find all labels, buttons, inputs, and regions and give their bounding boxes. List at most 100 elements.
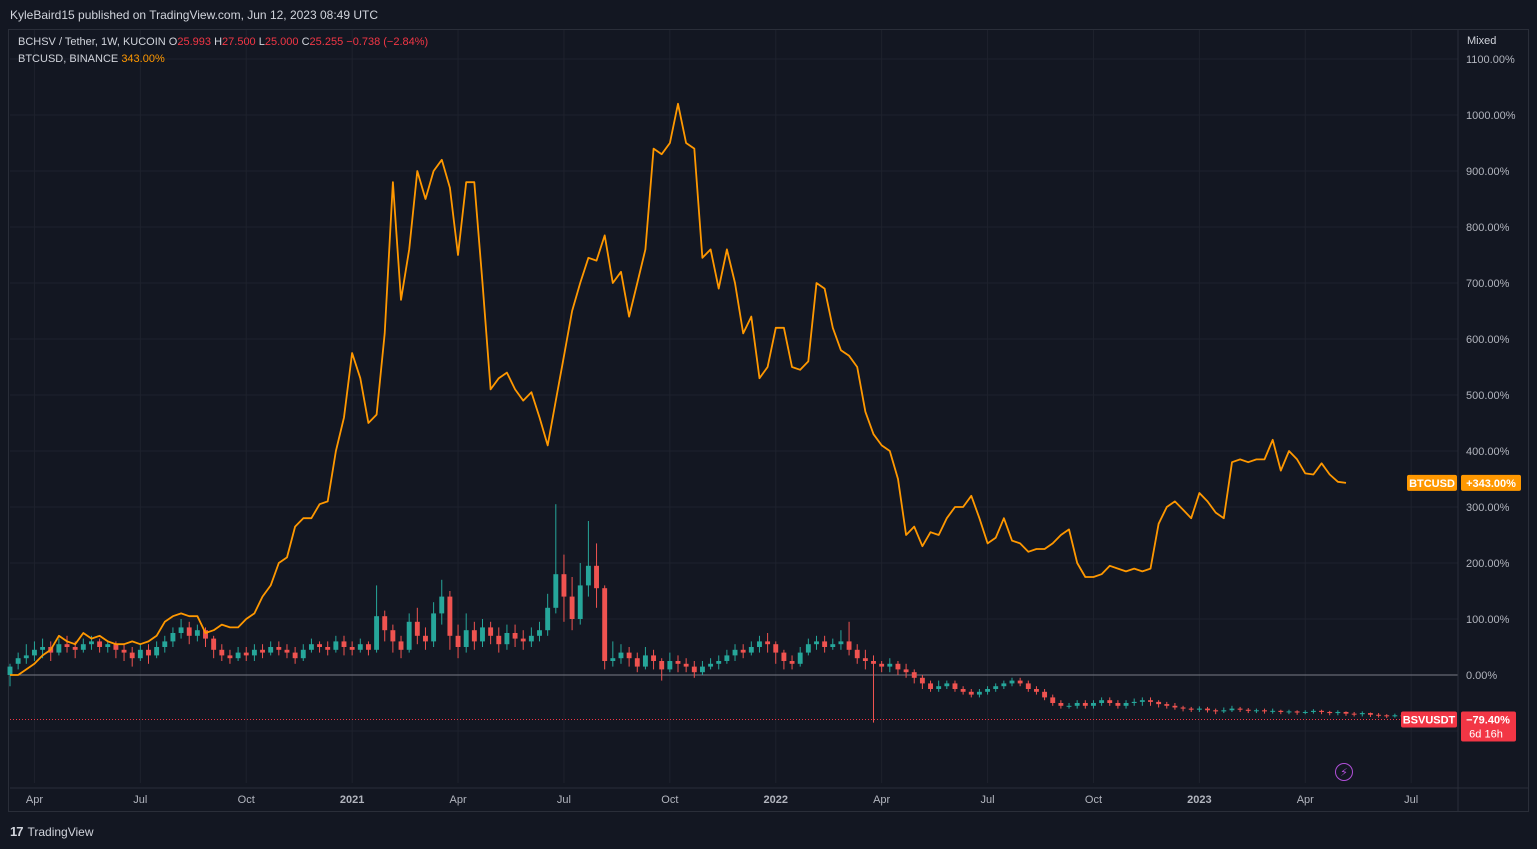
y-tick-label: 800.00% [1466,222,1510,234]
btc-symbol-badge-text: BTCUSD [1409,478,1455,490]
footer-brand[interactable]: 17 TradingView [10,824,94,839]
x-tick-label: Oct [661,794,678,806]
chart-frame[interactable] [8,29,1529,812]
legend-l-value: 25.000 [264,36,299,48]
candle-body [504,633,510,645]
btc-line-layer [10,102,1347,676]
candle-body [1180,707,1186,709]
candle-body [365,644,371,650]
candle-body [15,658,21,664]
x-tick-label: Oct [1085,794,1102,806]
y-tick-label: 500.00% [1466,390,1510,402]
candle-body [903,669,909,673]
y-tick-label: 700.00% [1466,278,1510,290]
candle-body [838,641,844,645]
candle-body [976,691,982,695]
legend-c-label: C [301,36,310,48]
candle-body [105,644,111,647]
candle-body [447,596,453,636]
candle-body [748,647,754,653]
candle-body [406,621,412,650]
candle-body [1082,703,1088,706]
btc-line [10,102,1347,676]
legend-o-value: 25.993 [177,36,212,48]
candle-body [471,630,477,642]
candle-body [146,649,151,656]
candle-body [561,574,567,597]
legend-compare[interactable]: BTCUSD, BINANCE 343.00% [18,53,165,65]
candle-body [683,663,689,667]
candle-body [113,644,119,650]
candle-body [1017,680,1023,684]
candle-body [89,641,94,645]
candle-body [968,691,974,695]
candle-body [1148,700,1153,702]
candle-body [911,672,917,678]
candle-body [186,627,192,636]
candle-body [129,652,135,659]
candle-body [944,683,950,687]
candle-body [1205,708,1210,711]
candle-body [887,663,893,667]
bsv-value-badge-text: −79.40% [1466,714,1510,726]
candle-body [1310,710,1316,712]
legend-h-value: 27.500 [222,36,256,48]
candle-body [553,574,559,608]
candle-body [928,683,933,689]
candle-body [72,647,78,650]
candle-body [1327,711,1333,714]
y-tick-label: 200.00% [1466,558,1510,570]
candle-body [732,649,738,656]
candle-body [341,641,347,647]
candle-body [1058,703,1064,706]
candle-body [805,644,811,653]
bsv-symbol-badge-text: BSVUSDT [1403,714,1456,726]
candle-body [423,635,428,642]
candle-body [463,630,469,647]
candle-body [40,647,46,650]
lightning-icon[interactable]: ⚡ [1335,763,1353,781]
candle-body [292,652,298,659]
candle-body [80,644,86,650]
y-tick-label: 0.00% [1466,670,1497,682]
candle-body [439,596,445,614]
candle-body [1376,714,1382,716]
candle-body [871,661,876,664]
candle-body [121,649,127,653]
x-tick-label: Jul [981,794,995,806]
legend-l-label: L [258,36,265,48]
candle-body [1294,711,1300,713]
candle-body [97,641,103,647]
candle-body [194,630,200,636]
btc-value-badge [1461,474,1521,491]
candle-body [1286,711,1292,713]
legend-change: −0.738 (−2.84%) [346,36,429,48]
candle-body [1245,709,1251,711]
candle-body [740,649,746,653]
candle-body [862,658,868,661]
grid-layer [10,30,1458,783]
x-tick-label: 2023 [1187,794,1211,806]
bsv-symbol-badge [1401,711,1457,728]
candle-body [1270,710,1276,712]
candle-body [610,658,616,661]
candle-body [1139,700,1145,702]
candle-body [178,627,184,633]
candle-body [642,655,648,667]
x-tick-label: 2022 [764,794,788,806]
candle-body [1074,703,1080,706]
candle-body [349,647,355,650]
scale-mode-label[interactable]: Mixed [1467,35,1497,47]
candle-body [1319,710,1325,712]
candle-body [846,641,852,650]
candles-layer [7,504,1458,723]
candle-body [219,649,225,656]
legend-main[interactable]: BCHSV / Tether, 1W, KUCOIN O25.993 H27.5… [18,36,428,48]
candle-body [243,652,249,656]
candle-body [960,689,966,692]
candle-body [757,641,762,647]
candle-body [1278,710,1284,712]
candle-body [854,649,860,659]
candle-body [137,649,143,659]
